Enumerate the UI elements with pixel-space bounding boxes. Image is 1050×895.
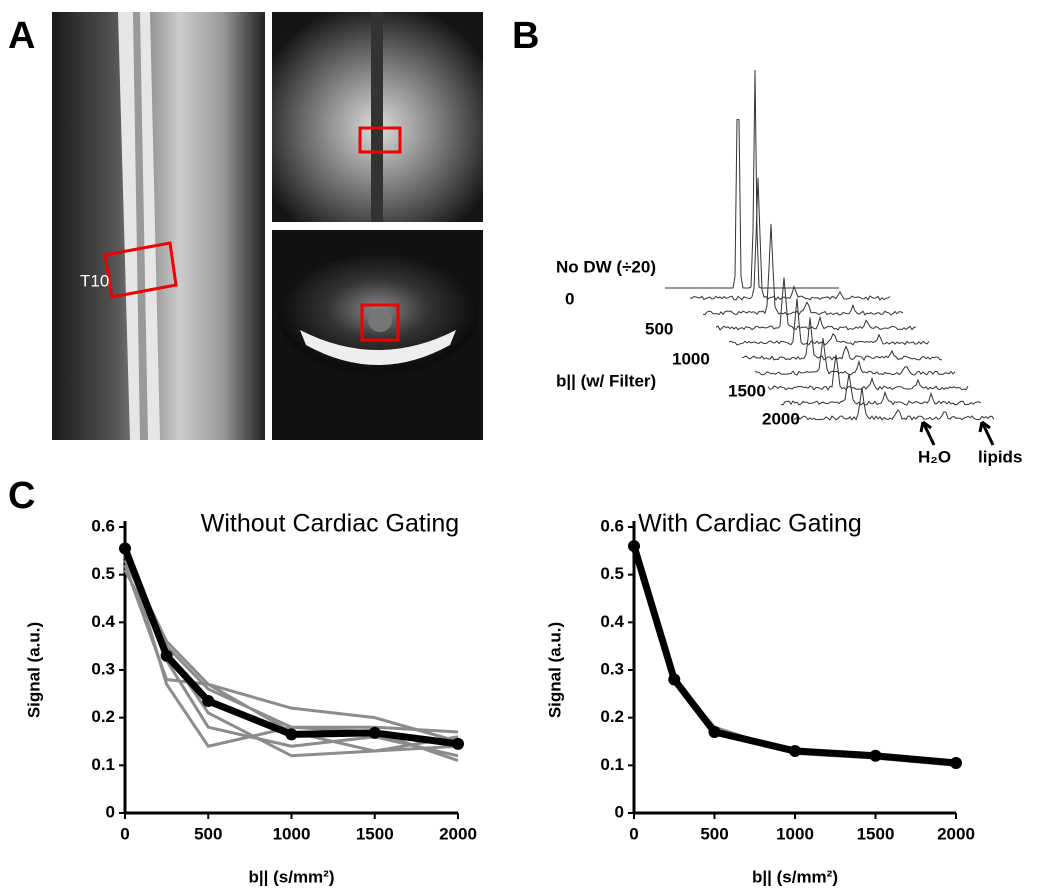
data-point	[628, 540, 640, 553]
data-point	[119, 542, 131, 555]
data-point	[202, 694, 215, 707]
y-tick-label: 0	[615, 802, 624, 821]
y-axis-label: Signal (a.u.)	[545, 622, 564, 718]
y-tick-label: 0.6	[91, 516, 115, 535]
trace-label: 0	[565, 289, 574, 308]
spectrum-trace	[715, 277, 917, 331]
y-tick-label: 0.6	[600, 516, 624, 535]
x-axis-label: b|| (s/mm²)	[752, 867, 838, 886]
y-axis-label: Signal (a.u.)	[24, 622, 43, 718]
trace-label: 1500	[728, 381, 766, 400]
mri-axial	[272, 230, 483, 440]
data-point	[950, 756, 962, 769]
data-point	[789, 745, 801, 758]
trace-label: 1000	[672, 349, 710, 368]
x-tick-label: 500	[194, 824, 222, 843]
series-line	[632, 550, 957, 767]
mri-coronal	[272, 12, 483, 222]
x-tick-label: 1500	[857, 824, 895, 843]
x-tick-label: 1000	[273, 824, 311, 843]
y-tick-label: 0.4	[600, 612, 624, 631]
x-tick-label: 2000	[439, 824, 477, 843]
spectrum-trace	[728, 298, 930, 346]
y-tick-label: 0.2	[91, 707, 115, 726]
spectrum-trace	[702, 223, 904, 316]
data-point	[869, 749, 882, 762]
data-point	[668, 673, 681, 686]
y-tick-label: 0.2	[600, 707, 624, 726]
chart-title: With Cardiac Gating	[638, 510, 862, 538]
x-tick-label: 1000	[776, 824, 814, 843]
trace-label: 500	[645, 319, 673, 338]
data-point	[452, 737, 464, 750]
spectrum-trace	[689, 177, 891, 301]
y-tick-label: 0.3	[91, 659, 115, 678]
spectrum-trace	[767, 354, 969, 391]
y-tick-label: 0.5	[91, 564, 115, 583]
line-chart: With Cardiac Gating b|| (s/mm²) Signal (a.…	[545, 510, 974, 887]
series-line	[632, 543, 957, 765]
x-tick-label: 0	[120, 824, 129, 843]
chart-title: Without Cardiac Gating	[201, 510, 459, 538]
spectrum-trace	[780, 373, 982, 406]
x-tick-label: 500	[700, 824, 728, 843]
data-point	[708, 725, 721, 738]
mri-sagittal: T10	[52, 12, 265, 440]
panel-label: B	[512, 15, 539, 57]
series-line	[123, 554, 459, 743]
series-line	[123, 559, 459, 734]
series-line	[123, 564, 459, 753]
series-line	[630, 545, 957, 767]
vertebra-label: T10	[80, 271, 109, 290]
panel-label: C	[8, 475, 35, 517]
data-point	[160, 649, 173, 662]
trace-label: 2000	[762, 409, 800, 428]
peak-label: H₂O	[918, 447, 951, 466]
series-line	[121, 547, 459, 748]
spectrum-trace	[754, 337, 956, 376]
y-tick-label: 0.3	[600, 659, 624, 678]
x-tick-label: 2000	[937, 824, 975, 843]
x-tick-label: 0	[629, 824, 638, 843]
y-tick-label: 0.5	[600, 564, 624, 583]
data-point	[368, 726, 381, 739]
x-tick-label: 1500	[356, 824, 394, 843]
spectrum-trace	[793, 387, 995, 421]
data-point	[285, 728, 298, 741]
trace-label: No DW (÷20)	[556, 257, 656, 276]
spectrum-trace	[665, 69, 839, 289]
y-tick-label: 0.1	[91, 755, 115, 774]
axis-label: b|| (w/ Filter)	[556, 371, 656, 390]
y-tick-label: 0.4	[91, 612, 115, 631]
y-tick-label: 0	[106, 802, 115, 821]
spectra	[665, 69, 995, 421]
panel-label: A	[8, 15, 35, 57]
line-chart: Without Cardiac Gating b|| (s/mm²) Signal …	[24, 510, 476, 887]
x-axis-label: b|| (s/mm²)	[248, 867, 334, 886]
spectrum-trace	[741, 317, 943, 361]
peak-label: lipids	[978, 447, 1022, 466]
y-tick-label: 0.1	[600, 755, 624, 774]
